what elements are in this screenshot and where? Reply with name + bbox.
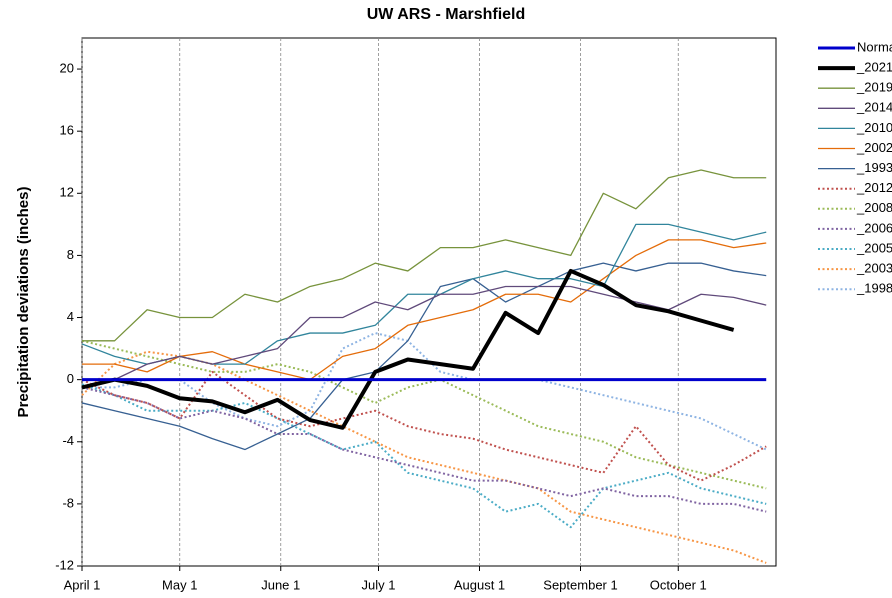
y-tick-label: 4	[67, 309, 74, 324]
y-tick-label: 0	[67, 371, 74, 386]
y-tick-label: 12	[60, 185, 74, 200]
chart-title: UW ARS - Marshfield	[367, 6, 526, 23]
x-tick-label: August 1	[454, 577, 505, 592]
legend-label: Normal	[857, 39, 892, 54]
x-tick-label: April 1	[64, 577, 101, 592]
y-axis-label: Precipitation deviations (inches)	[15, 187, 32, 418]
series-line	[82, 239, 767, 381]
legend-label: _2012	[856, 180, 892, 195]
plot-area	[81, 37, 777, 567]
y-tick-label: 8	[67, 247, 74, 262]
series-line	[81, 339, 767, 490]
y-tick-label: -12	[55, 557, 74, 572]
x-tick-label: May 1	[162, 577, 197, 592]
x-tick-label: July 1	[362, 577, 396, 592]
legend-label: _2014	[856, 100, 892, 115]
series-line	[81, 383, 767, 529]
x-tick-label: October 1	[650, 577, 707, 592]
x-tick-label: June 1	[261, 577, 300, 592]
series-line	[81, 350, 767, 564]
legend-label: _2002	[856, 140, 892, 155]
series-line	[82, 332, 767, 451]
legend-label: _2003	[856, 261, 892, 276]
series-line	[81, 223, 767, 365]
legend-label: _2010	[856, 120, 892, 135]
x-tick-label: September 1	[543, 577, 617, 592]
y-tick-label: -8	[62, 495, 74, 510]
legend-label: _1998	[856, 281, 892, 296]
y-tick-label: 16	[60, 123, 74, 138]
legend-label: _2006	[856, 220, 892, 235]
series-line	[81, 262, 767, 451]
series-line	[82, 169, 767, 342]
legend-label: _2019	[856, 80, 892, 95]
series-line	[81, 386, 767, 513]
series-line	[81, 370, 767, 482]
legend-label: _2005	[856, 240, 892, 255]
series-line	[82, 285, 767, 381]
legend-label: _2008	[856, 200, 892, 215]
series-line	[81, 268, 735, 430]
legend-label: _1993	[856, 160, 892, 175]
legend-label: _2021	[856, 60, 892, 75]
y-tick-label: -4	[62, 433, 74, 448]
y-tick-label: 20	[60, 60, 74, 75]
